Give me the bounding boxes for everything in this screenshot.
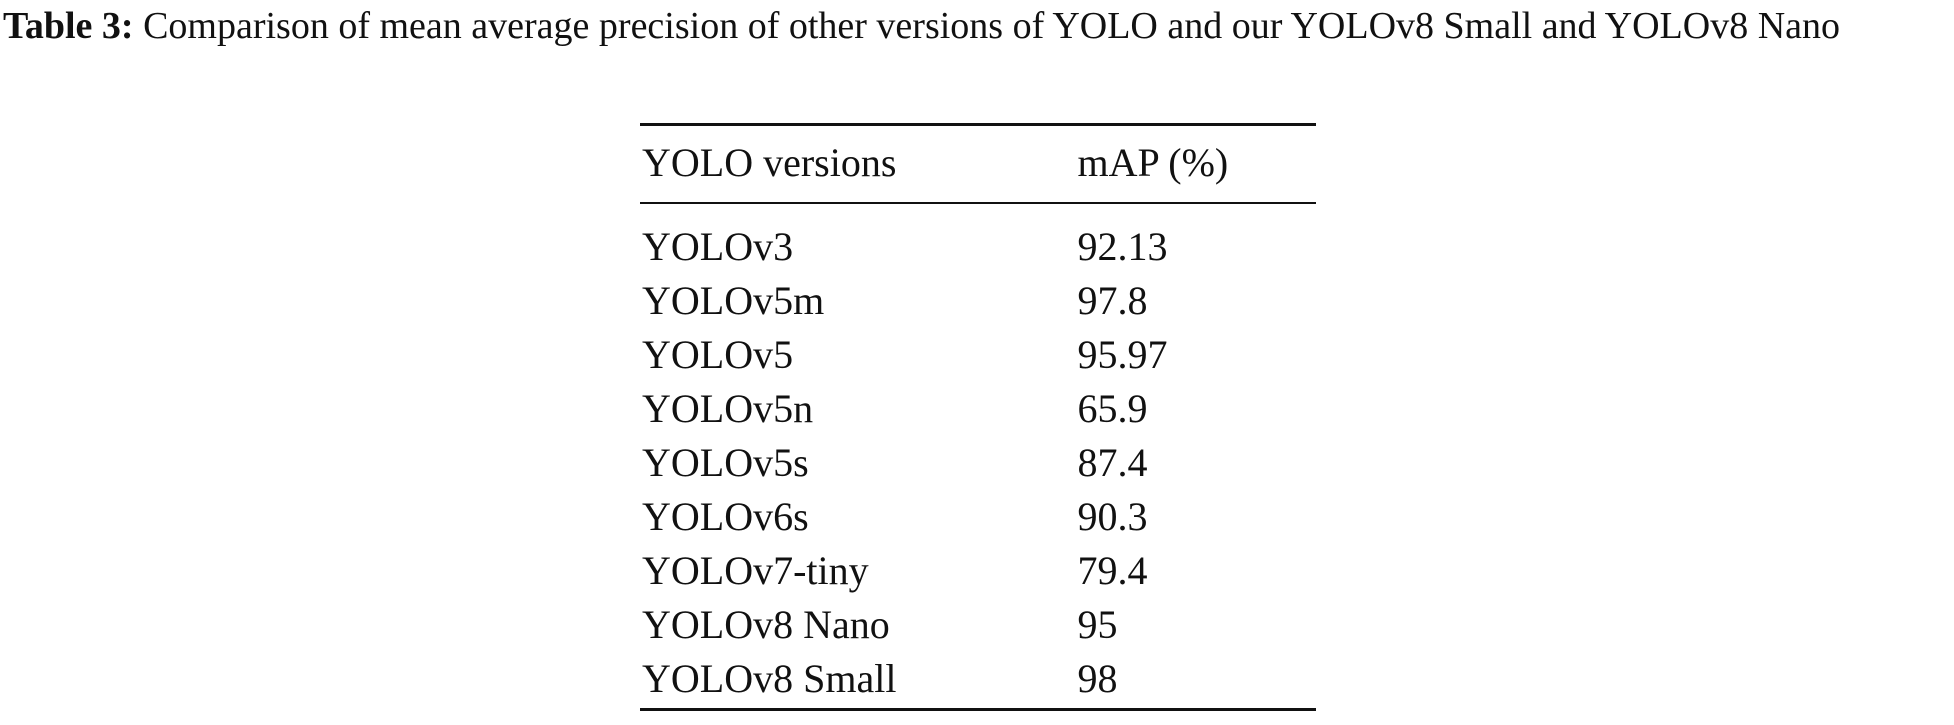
header-yolo-versions: YOLO versions — [640, 123, 1076, 204]
header-row: YOLO versions mAP (%) — [640, 123, 1316, 204]
results-table-container: YOLO versions mAP (%) YOLOv3 92.13 YOLOv… — [640, 123, 1316, 711]
table-row: YOLOv5m 97.8 — [640, 274, 1316, 328]
results-table: YOLO versions mAP (%) YOLOv3 92.13 YOLOv… — [640, 123, 1316, 711]
table-row: YOLOv7-tiny 79.4 — [640, 544, 1316, 598]
table-row: YOLOv3 92.13 — [640, 203, 1316, 274]
table-row: YOLOv6s 90.3 — [640, 490, 1316, 544]
cell-map: 87.4 — [1077, 440, 1148, 485]
cell-version: YOLOv5 — [642, 332, 794, 377]
caption-label: Table 3: — [3, 5, 134, 47]
table-row: YOLOv5n 65.9 — [640, 382, 1316, 436]
table-row: YOLOv8 Small 98 — [640, 652, 1316, 711]
table-header: YOLO versions mAP (%) — [640, 123, 1316, 204]
cell-version: YOLOv5s — [642, 440, 809, 485]
cell-map: 92.13 — [1077, 224, 1168, 269]
cell-version: YOLOv8 Small — [640, 652, 1076, 711]
table-caption: Table 3: Comparison of mean average prec… — [3, 2, 1948, 51]
cell-map: 97.8 — [1077, 278, 1148, 323]
table-row: YOLOv5 95.97 — [640, 328, 1316, 382]
table-row: YOLOv8 Nano 95 — [640, 598, 1316, 652]
cell-version: YOLOv5n — [642, 386, 814, 431]
cell-map: 65.9 — [1077, 386, 1148, 431]
cell-map: 95.97 — [1077, 332, 1168, 377]
cell-map: 90.3 — [1077, 494, 1148, 539]
table-row: YOLOv5s 87.4 — [640, 436, 1316, 490]
cell-map: 98 — [1075, 652, 1316, 711]
header-map: mAP (%) — [1075, 123, 1316, 204]
cell-version: YOLOv6s — [642, 494, 809, 539]
cell-version: YOLOv7-tiny — [642, 548, 869, 593]
cell-version: YOLOv3 — [642, 224, 794, 269]
cell-map: 79.4 — [1077, 548, 1148, 593]
table-body: YOLOv3 92.13 YOLOv5m 97.8 YOLOv5 95.97 Y… — [640, 203, 1316, 711]
cell-version: YOLOv5m — [642, 278, 825, 323]
caption-text: Comparison of mean average precision of … — [143, 5, 1840, 47]
cell-version: YOLOv8 Nano — [642, 602, 890, 647]
cell-map: 95 — [1077, 602, 1118, 647]
